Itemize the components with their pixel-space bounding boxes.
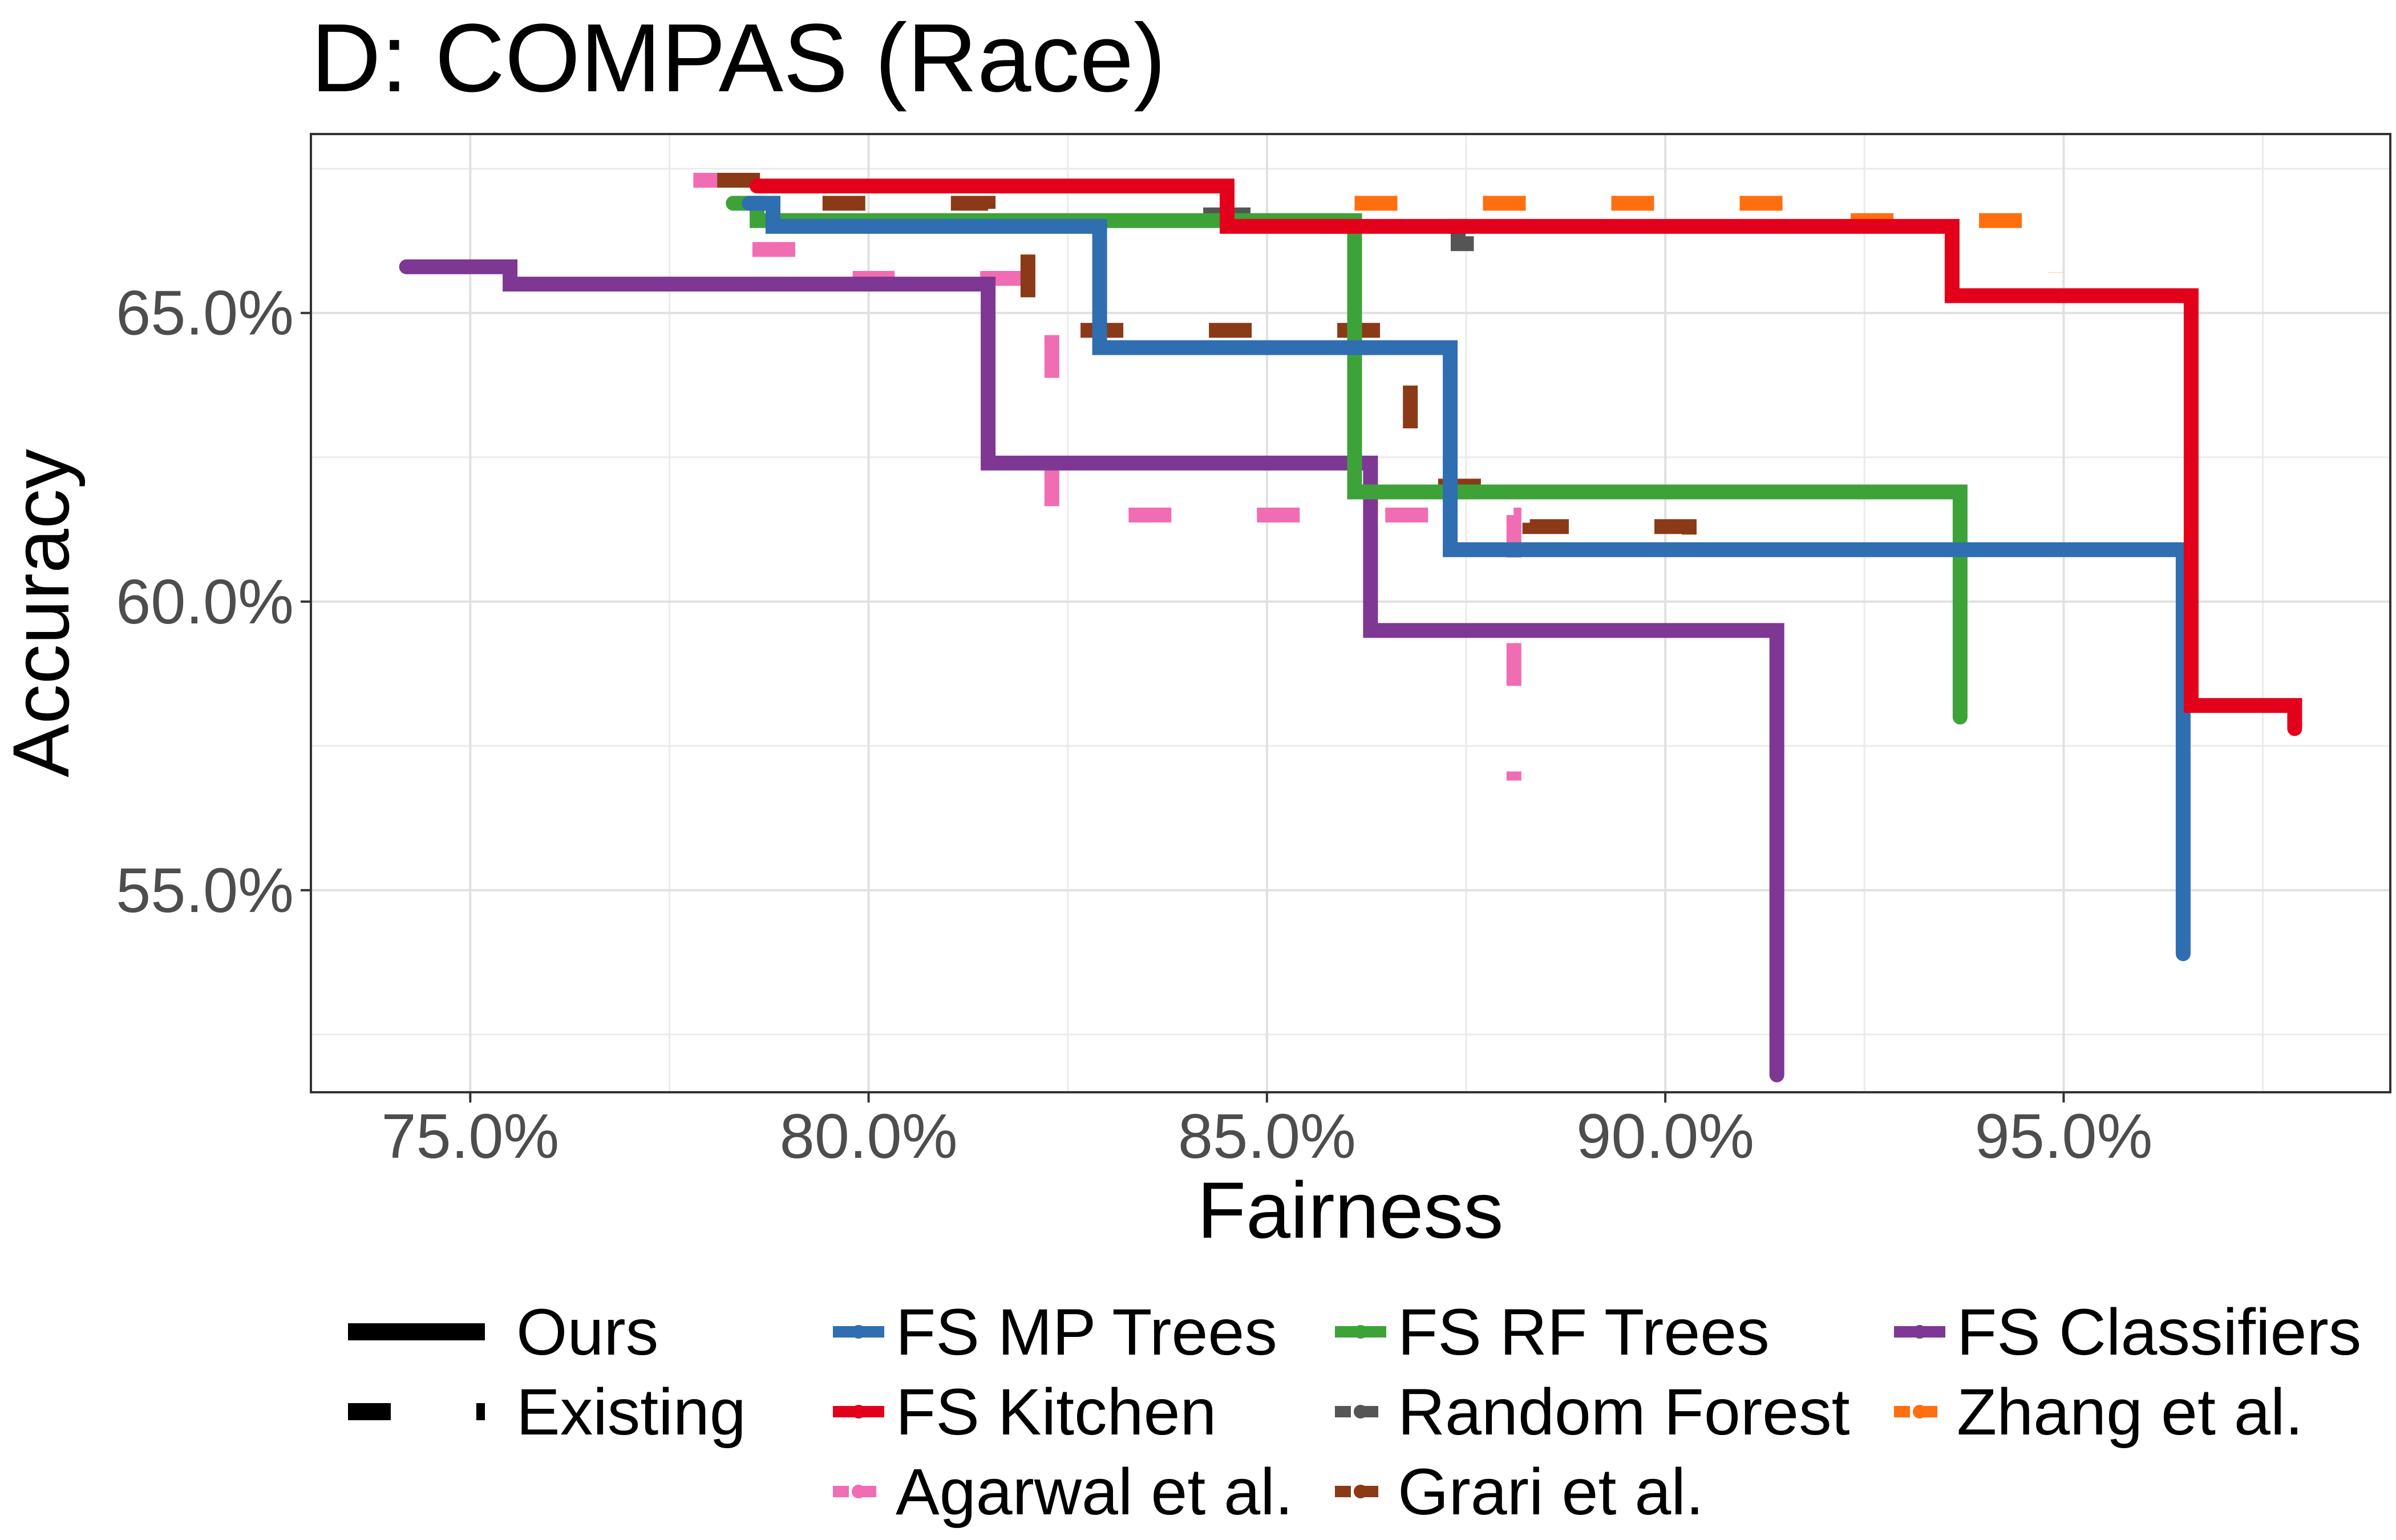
- series-lines: [399, 173, 2302, 1083]
- legend-point-fs-kitchen: [852, 1405, 865, 1419]
- x-axis-title: Fairness: [1197, 1165, 1504, 1255]
- legend-label-existing: Existing: [516, 1376, 746, 1449]
- x-tick-label: 95.0%: [1974, 1101, 2152, 1172]
- legend-point-agarwal-et-al: [852, 1485, 865, 1498]
- legend-label-fs-classifiers: FS Classifiers: [1957, 1296, 2361, 1369]
- legend-label-agarwal-et-al: Agarwal et al.: [896, 1456, 1293, 1529]
- legend-label-grari-et-al: Grari et al.: [1398, 1456, 1704, 1529]
- series-line-fs-mp-trees: [742, 196, 2191, 962]
- legend-point-grari-et-al: [1354, 1485, 1367, 1498]
- x-tick-label: 80.0%: [780, 1101, 958, 1172]
- legend-label-zhang-et-al: Zhang et al.: [1957, 1376, 2303, 1449]
- y-axis-ticks: 55.0% 60.0% 65.0%: [116, 278, 311, 926]
- legend-point-fs-mp-trees: [852, 1325, 865, 1339]
- series-line-grari-et-al: [717, 173, 1697, 573]
- series-line-fs-classifiers: [399, 259, 1784, 1083]
- x-tick-label: 90.0%: [1576, 1101, 1754, 1172]
- x-tick-label: 75.0%: [381, 1101, 559, 1172]
- x-axis-ticks: 75.0% 80.0% 85.0% 90.0% 95.0%: [381, 1092, 2152, 1172]
- chart-title: D: COMPAS (Race): [311, 4, 1166, 112]
- y-tick-label: 55.0%: [116, 856, 294, 926]
- legend-point-fs-rf-trees: [1354, 1325, 1367, 1339]
- legend-label-fs-kitchen: FS Kitchen: [896, 1376, 1216, 1449]
- series-line-fs-kitchen: [750, 179, 2302, 736]
- y-axis-title: Accuracy: [0, 449, 86, 777]
- minor-gridlines: [311, 134, 2390, 1092]
- plot-border: [310, 133, 2391, 1093]
- legend-label-fs-mp-trees: FS MP Trees: [896, 1296, 1277, 1369]
- legend-label-fs-rf-trees: FS RF Trees: [1398, 1296, 1770, 1369]
- y-tick-label: 60.0%: [116, 567, 294, 637]
- legend-label-ours: Ours: [516, 1296, 658, 1369]
- x-tick-label: 85.0%: [1178, 1101, 1356, 1172]
- legend-point-zhang-et-al: [1913, 1405, 1926, 1419]
- y-tick-label: 65.0%: [116, 278, 294, 348]
- legend-point-fs-classifiers: [1913, 1325, 1926, 1339]
- legend-label-random-forest: Random Forest: [1398, 1376, 1850, 1449]
- legend-point-random-forest: [1354, 1405, 1367, 1419]
